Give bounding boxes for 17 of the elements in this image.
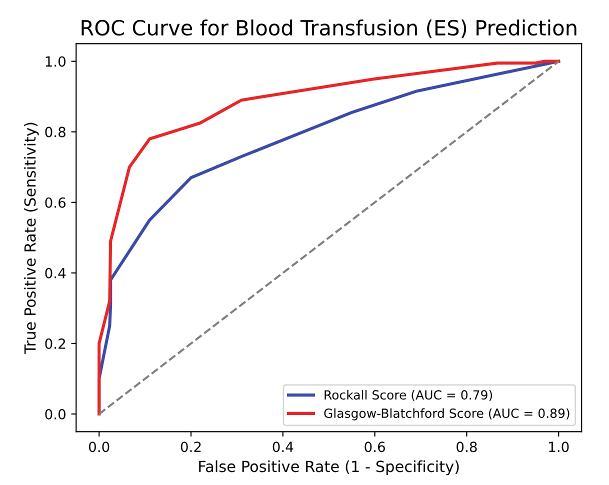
chart-title: ROC Curve for Blood Transfusion (ES) Prediction <box>82 19 576 38</box>
y-tick-label: 0.6 <box>45 197 66 208</box>
y-tick-label: 0.4 <box>45 268 66 278</box>
x-tick-label: 0.0 <box>88 442 110 452</box>
y-tick-label: 1.0 <box>46 56 66 67</box>
x-tick-label: 0.4 <box>272 442 294 452</box>
y-tick-label: 0.8 <box>45 126 66 138</box>
x-tick-label: 1.0 <box>549 442 569 452</box>
x-axis-title: False Positive Rate (1 - Specificity) <box>199 460 459 476</box>
x-tick-label: 0.2 <box>180 442 201 452</box>
y-tick-label: 0.2 <box>45 338 66 349</box>
legend-label: Glasgow-Blatchford Score (AUC = 0.89) <box>324 408 570 420</box>
x-tick-label: 0.6 <box>364 442 385 452</box>
y-axis-title: True Positive Rate (Sensitivity) <box>24 122 39 354</box>
x-tick-label: 0.8 <box>456 442 477 452</box>
legend-label: Rockall Score (AUC = 0.79) <box>324 390 492 402</box>
y-tick-label: 0.0 <box>45 408 66 420</box>
